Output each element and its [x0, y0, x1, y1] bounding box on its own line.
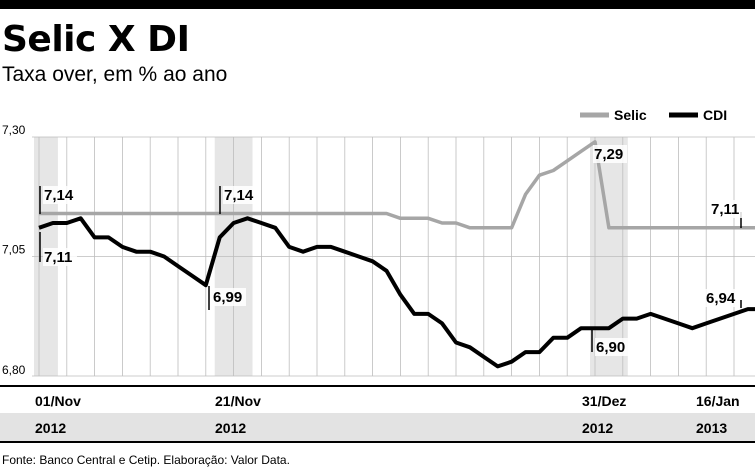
x-year-label: 2012 — [215, 420, 246, 436]
data-label: 7,11 — [711, 201, 739, 218]
chart-subtitle: Taxa over, em % ao ano — [2, 63, 228, 86]
data-label: 6,94 — [706, 290, 736, 307]
x-date-label: 21/Nov — [215, 393, 261, 409]
annotation-bg — [595, 338, 629, 356]
y-tick-label: 7,30 — [2, 123, 26, 137]
top-rule — [0, 0, 755, 9]
x-year-label: 2012 — [582, 420, 613, 436]
annotation-bg — [710, 200, 744, 218]
y-tick-label: 6,80 — [2, 363, 26, 377]
x-date-label: 16/Jan — [696, 393, 740, 409]
y-tick-label: 7,05 — [2, 243, 26, 257]
data-label: 7,14 — [224, 187, 254, 204]
cdi-line — [38, 216, 755, 369]
annotation-bg — [43, 186, 77, 204]
legend-cdi-label: CDI — [703, 107, 727, 123]
x-year-label: 2013 — [696, 420, 727, 436]
annotation-bg — [43, 248, 77, 266]
x-year-label: 2012 — [35, 420, 66, 436]
data-label: 7,14 — [44, 187, 74, 204]
annotation-bg — [705, 289, 739, 307]
annotation-bg — [593, 145, 627, 163]
selic-line — [39, 140, 755, 230]
x-date-label: 01/Nov — [35, 393, 81, 409]
data-label: 7,11 — [44, 249, 72, 266]
legend-selic-label: Selic — [614, 107, 647, 123]
date-band-year — [0, 413, 755, 442]
line-chart: 7,30 7,05 6,80 Selic CDI 7,14 7,11 6,99 7,14 7,29… — [0, 107, 755, 443]
data-label: 7,29 — [594, 146, 623, 163]
annotation-bg — [223, 186, 257, 204]
date-band-day — [0, 386, 755, 413]
chart-title: Selic X DI — [2, 19, 190, 60]
annotation-bg — [212, 288, 246, 306]
data-label: 6,99 — [213, 289, 242, 306]
x-date-label: 31/Dez — [582, 393, 626, 409]
data-label: 6,90 — [596, 339, 625, 356]
source-note: Fonte: Banco Central e Cetip. Elaboração… — [2, 453, 290, 467]
